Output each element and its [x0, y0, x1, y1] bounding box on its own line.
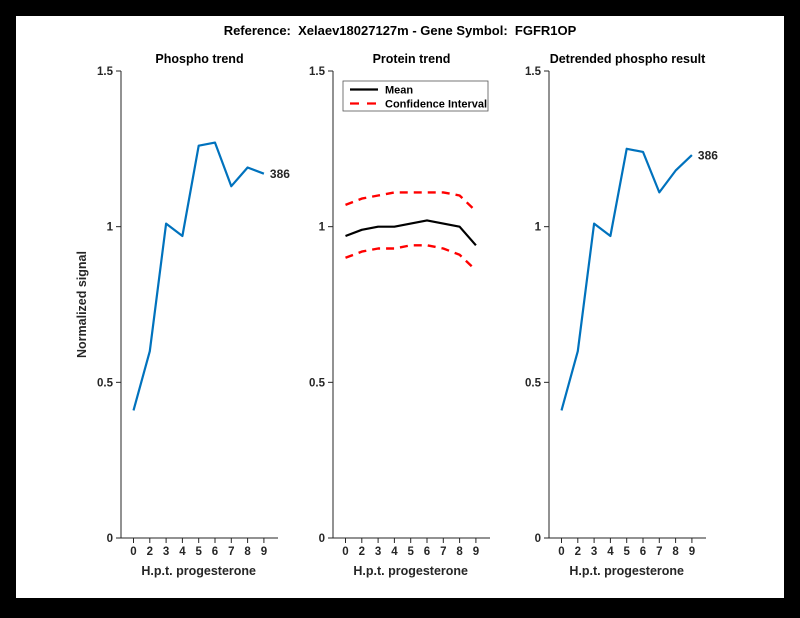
y-tick-label: 1 — [535, 222, 542, 234]
y-tick-label: 1 — [107, 222, 114, 234]
y-tick-label: 0.5 — [97, 377, 114, 389]
y-tick-label: 0 — [319, 533, 325, 545]
x-tick-label: 4 — [607, 546, 614, 558]
x-tick-label: 4 — [179, 546, 186, 558]
x-tick-label: 7 — [656, 546, 662, 558]
x-tick-label: 6 — [640, 546, 646, 558]
x-tick-label: 7 — [440, 546, 446, 558]
series-ci-lower — [345, 244, 477, 272]
x-tick-label: 3 — [163, 546, 169, 558]
x-tick-label: 2 — [575, 546, 581, 558]
y-tick-label: 0.5 — [309, 377, 326, 389]
subplot-title: Phospho trend — [155, 52, 243, 66]
x-tick-label: 3 — [375, 546, 381, 558]
x-tick-label: 4 — [391, 546, 398, 558]
x-tick-label: 5 — [623, 546, 630, 558]
x-axis-label: H.p.t. progesterone — [141, 564, 256, 578]
x-tick-label: 6 — [424, 546, 430, 558]
series-mean — [345, 219, 477, 247]
series-phospho-signal — [132, 141, 265, 411]
y-tick-label: 1.5 — [97, 66, 114, 78]
y-tick-label: 1.5 — [309, 66, 326, 78]
x-tick-label: 8 — [456, 546, 463, 558]
legend-box — [342, 80, 489, 112]
x-tick-label: 0 — [342, 546, 348, 558]
x-tick-label: 2 — [147, 546, 153, 558]
y-tick-label: 0.5 — [525, 377, 542, 389]
x-tick-label: 3 — [591, 546, 597, 558]
y-axis-label: Normalized signal — [75, 251, 89, 358]
x-tick-label: 9 — [473, 546, 479, 558]
x-tick-label: 9 — [689, 546, 695, 558]
x-tick-label: 5 — [407, 546, 414, 558]
figure-title: Reference: Xelaev18027127m - Gene Symbol… — [223, 23, 577, 38]
y-tick-label: 0 — [535, 533, 541, 545]
subplot-title: Detrended phospho result — [550, 52, 706, 66]
y-tick-label: 0 — [107, 533, 113, 545]
x-tick-label: 2 — [359, 546, 365, 558]
x-tick-label: 7 — [228, 546, 234, 558]
x-axis-label: H.p.t. progesterone — [353, 564, 468, 578]
legend-entry-label: Confidence Interval — [385, 99, 487, 111]
series-detrended-phospho-signal — [560, 147, 693, 411]
x-tick-label: 6 — [212, 546, 218, 558]
x-axis-label: H.p.t. progesterone — [569, 564, 684, 578]
x-tick-label: 0 — [130, 546, 136, 558]
x-tick-label: 8 — [244, 546, 251, 558]
y-tick-label: 1.5 — [525, 66, 542, 78]
subplot-title: Protein trend — [373, 52, 451, 66]
legend: Mean Confidence Interval — [342, 80, 489, 112]
series-ci-upper — [345, 191, 477, 212]
data-label-386: 386 — [270, 167, 290, 181]
x-tick-label: 8 — [672, 546, 679, 558]
data-label-386: 386 — [698, 149, 718, 163]
figure-canvas: Reference: Xelaev18027127m - Gene Symbol… — [16, 16, 784, 598]
legend-entry-label: Mean — [385, 85, 413, 97]
x-tick-label: 5 — [195, 546, 202, 558]
x-tick-label: 9 — [261, 546, 267, 558]
y-tick-label: 1 — [319, 222, 326, 234]
x-tick-label: 0 — [558, 546, 564, 558]
